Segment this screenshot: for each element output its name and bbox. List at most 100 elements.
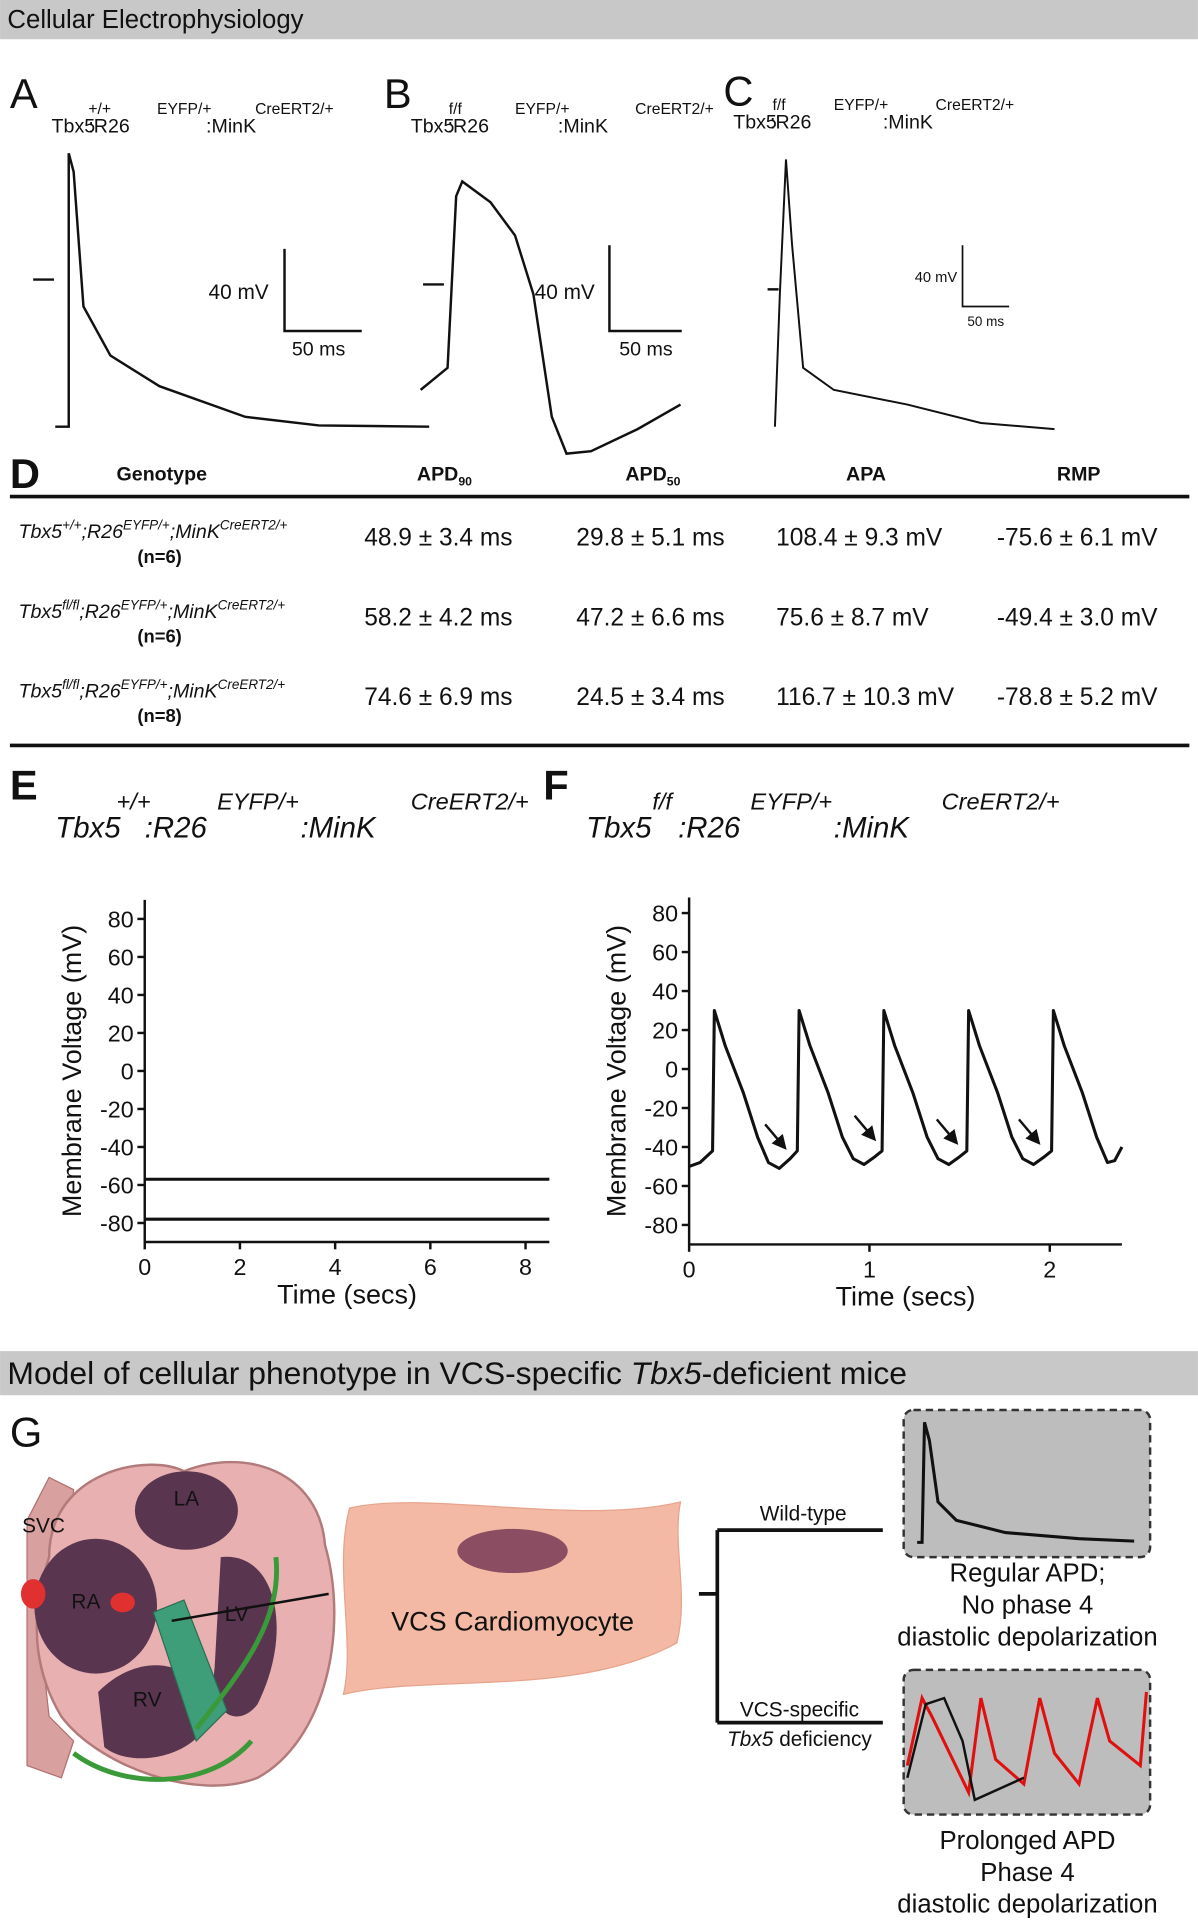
cell: 24.5 ± 3.4 ms: [576, 684, 724, 711]
y-tick-label: -20: [644, 1096, 678, 1122]
genotype-sup: EYFP/+: [121, 597, 168, 612]
heart-label: LA: [174, 1488, 200, 1511]
row-n: (n=6): [137, 546, 181, 567]
cell: 74.6 ± 6.9 ms: [364, 684, 512, 711]
cell: 108.4 ± 9.3 mV: [776, 525, 943, 552]
cell: 116.7 ± 10.3 mV: [776, 684, 955, 711]
y-tick-label: 40: [652, 979, 678, 1005]
genotype: :MinK: [558, 115, 608, 137]
genotype: Tbx5: [411, 115, 455, 137]
column-header: Genotype: [117, 464, 208, 486]
scale-bar: [961, 245, 1010, 308]
title-part: Tbx5: [631, 1355, 702, 1391]
branch-part: Tbx5: [727, 1728, 774, 1751]
cell-label: VCS Cardiomyocyte: [391, 1607, 634, 1637]
inset-box: [902, 1408, 1152, 1559]
genotype-sup: CreERT2/+: [936, 97, 1015, 114]
genotype: Tbx5: [52, 115, 96, 137]
x-tick-label: 0: [683, 1257, 696, 1283]
cell: 47.2 ± 6.6 ms: [576, 604, 724, 631]
genotype-sup: CreERT2/+: [255, 101, 334, 118]
x-axis-label: Time (secs): [836, 1282, 976, 1312]
bracket: [698, 1528, 883, 1725]
cell: 58.2 ± 4.2 ms: [364, 604, 512, 631]
panel-label: C: [723, 67, 753, 114]
heart-label: LV: [225, 1603, 249, 1626]
arrow: [853, 1114, 877, 1142]
column-header: APD50: [625, 464, 680, 489]
panel-label: F: [543, 761, 568, 808]
genotype-sup: CreERT2/+: [218, 677, 286, 692]
caption: No phase 4: [962, 1591, 1094, 1619]
genotype-sup: CreERT2/+: [218, 597, 286, 612]
header-text: RMP: [1057, 464, 1101, 486]
header-sub: 90: [458, 475, 472, 489]
genotype: :R26: [678, 811, 741, 844]
scale-label: 40 mV: [915, 270, 958, 286]
arrow: [935, 1118, 959, 1145]
scale-label: 40 mV: [535, 281, 595, 304]
y-tick-label: -40: [644, 1135, 678, 1161]
genotype: :MinK: [206, 115, 256, 137]
arrow: [764, 1123, 787, 1150]
traces: [33, 152, 1055, 455]
header-sub: 50: [667, 475, 681, 489]
genotype-sup: CreERT2/+: [635, 101, 714, 118]
x-tick-label: 8: [519, 1254, 532, 1280]
cell: 48.9 ± 3.4 ms: [364, 525, 512, 552]
genotype-sup: EYFP/+: [157, 101, 212, 118]
title-part: -deficient mice: [702, 1355, 907, 1391]
x-tick-label: 4: [329, 1254, 342, 1280]
row-genotype: Tbx5+/+;R26EYFP/+;MinKCreERT2/+: [18, 518, 287, 544]
section-bar: [0, 1351, 1198, 1396]
branch-label: Tbx5 deficiency: [727, 1728, 872, 1751]
cell: 29.8 ± 5.1 ms: [576, 525, 724, 552]
cardiomyocyte: [342, 1501, 683, 1696]
genotype: ;MinK: [170, 521, 221, 543]
y-tick-label: -60: [644, 1174, 678, 1200]
inset-trace: [905, 1691, 1148, 1798]
panel-label: E: [10, 761, 38, 808]
genotype: :R26: [88, 115, 130, 137]
row-genotype: Tbx5fl/fl;R26EYFP/+;MinKCreERT2/+: [18, 677, 285, 703]
genotype: Tbx5: [18, 521, 62, 543]
genotype: :MinK: [834, 811, 911, 844]
cell: -78.8 ± 5.2 mV: [997, 684, 1158, 711]
genotype-sup: EYFP/+: [123, 518, 170, 533]
x-tick-label: 1: [863, 1257, 876, 1283]
y-tick-label: 20: [652, 1018, 678, 1044]
y-tick-label: 20: [108, 1021, 134, 1047]
scale-bar: [608, 245, 682, 333]
title-part: Model of cellular phenotype in VCS-speci…: [7, 1355, 630, 1391]
branch-label: Wild-type: [760, 1502, 847, 1525]
panel-label: A: [10, 70, 38, 117]
genotype-sup: EYFP/+: [515, 101, 570, 118]
genotype: Tbx5: [18, 601, 62, 623]
caption: diastolic depolarization: [897, 1891, 1157, 1919]
column-header: RMP: [1057, 464, 1101, 486]
inset-trace: [906, 1696, 1025, 1802]
header-text: APA: [846, 464, 886, 486]
header-text: APD: [625, 464, 666, 486]
trace-a: [55, 152, 430, 428]
genotype: Tbx5: [18, 681, 62, 703]
y-tick-label: 40: [108, 983, 134, 1009]
genotype-sup: fl/fl: [62, 677, 80, 692]
genotype: Tbx5: [55, 811, 121, 844]
scale-label: 50 ms: [967, 314, 1004, 329]
genotype-sup: CreERT2/+: [411, 788, 529, 814]
y-axis-label: Membrane Voltage (mV): [601, 925, 631, 1217]
x-tick-label: 2: [1043, 1257, 1056, 1283]
scale-label: 50 ms: [292, 339, 346, 361]
genotype-sup: +/+: [88, 101, 111, 118]
cell: -49.4 ± 3.0 mV: [997, 604, 1158, 631]
heart: [20, 1460, 336, 1787]
genotype-sup: fl/fl: [62, 597, 80, 612]
genotype: :MinK: [300, 811, 377, 844]
section-title: Model of cellular phenotype in VCS-speci…: [7, 1355, 907, 1391]
caption: diastolic depolarization: [897, 1623, 1157, 1651]
panel-label: G: [10, 1409, 42, 1456]
data-line: [688, 1008, 1124, 1170]
genotype: ;R26: [79, 681, 121, 703]
genotype: :R26: [145, 811, 208, 844]
